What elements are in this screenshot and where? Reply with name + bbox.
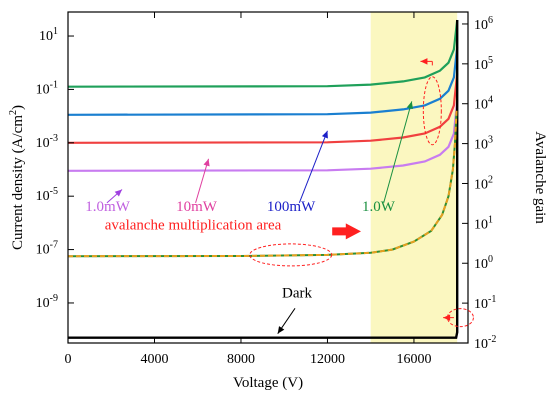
y-right-tick-label: 104 (474, 95, 493, 113)
current-curves-ellipse (422, 76, 442, 146)
dark-corner-ellipse (446, 308, 474, 328)
annotation-dark: Dark (282, 286, 312, 302)
left-axis-pointer-head (420, 58, 428, 65)
x-tick-label: 12000 (310, 352, 345, 367)
gain-curve-1 (67, 110, 458, 258)
pointer-arrow-dark-head (277, 326, 285, 334)
right-axis-pointer-head (443, 314, 451, 321)
annotation-10mw: 10mW (176, 199, 218, 215)
x-tick-label: 8000 (227, 352, 255, 367)
x-tick-label: 4000 (140, 352, 168, 367)
y-right-axis-label: Avalanche gain (532, 131, 548, 224)
y-right-tick-label: 106 (474, 15, 493, 33)
series-line-10mw (67, 73, 459, 144)
shaded-avalanche-region (370, 12, 458, 343)
annotation-avalanche-multiplication-area: avalanche multiplication area (105, 218, 282, 234)
y-left-tick-label: 101 (39, 26, 58, 44)
series-line-100mw (67, 46, 459, 116)
x-tick-label: 16000 (396, 352, 431, 367)
annotation-1-0mw: 1.0mW (85, 199, 130, 215)
y-right-tick-label: 103 (474, 135, 493, 153)
annotation-1-0w: 1.0W (362, 199, 396, 215)
series-line-1-0w (67, 19, 459, 88)
y-left-tick-label: 10-7 (36, 240, 58, 258)
pointer-arrow-100mw (298, 130, 328, 204)
avalanche-area-arrow (332, 223, 361, 240)
gain-region-ellipse (249, 243, 333, 267)
y-right-tick-label: 100 (474, 254, 493, 272)
pointer-arrow-10mw-head (203, 158, 210, 167)
pointer-arrow-1w (383, 101, 413, 203)
y-left-tick-label: 10-1 (36, 79, 58, 97)
y-left-tick-label: 10-9 (36, 293, 58, 311)
y-left-tick-label: 10-5 (36, 186, 58, 204)
x-axis-label: Voltage (V) (233, 375, 303, 391)
pointer-arrow-1w-head (406, 101, 413, 110)
y-right-tick-label: 10-1 (474, 294, 496, 312)
x-tick-label: 0 (65, 352, 72, 367)
y-right-tick-label: 10-2 (474, 334, 496, 352)
pointer-arrow-10mw (195, 158, 210, 204)
series-line-1-0mw (67, 99, 459, 172)
pointer-arrow-100mw-head (321, 130, 328, 139)
annotation-100mw: 100mW (267, 199, 316, 215)
y-right-tick-label: 102 (474, 174, 493, 192)
y-right-tick-label: 105 (474, 55, 493, 73)
pointer-arrow-1mw-head (114, 189, 123, 197)
y-left-tick-label: 10-3 (36, 133, 58, 151)
y-left-axis-label: Current density (A/cm2) (8, 105, 26, 250)
plot-frame (67, 11, 469, 344)
y-right-tick-label: 101 (474, 214, 493, 232)
series-line-dark (68, 20, 459, 339)
